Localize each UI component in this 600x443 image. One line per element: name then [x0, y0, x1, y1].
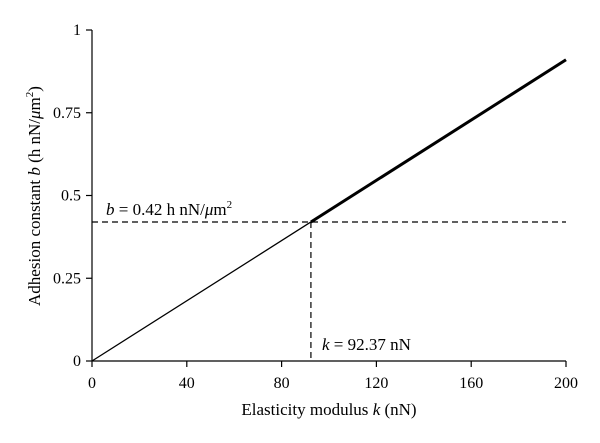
series-lines — [91, 58, 567, 362]
x-tick-label: 120 — [364, 375, 388, 392]
y-tick-label: 1 — [73, 22, 81, 39]
x-ticks: 0 40 80 120 160 200 — [88, 361, 578, 392]
x-tick-label: 200 — [554, 375, 578, 392]
y-ticks: 0 0.25 0.5 0.75 1 — [53, 22, 92, 370]
x-tick-label: 40 — [179, 375, 195, 392]
x-tick-label: 80 — [274, 375, 290, 392]
annotation-b: b = 0.42 h nN/μm2 — [106, 199, 232, 219]
x-tick-label: 0 — [88, 375, 96, 392]
annotation-k: k = 92.37 nN — [322, 335, 411, 354]
y-tick-label: 0 — [73, 353, 81, 370]
y-tick-label: 0.5 — [61, 188, 81, 205]
x-tick-label: 160 — [459, 375, 483, 392]
plot-area: 0 40 80 120 160 200 0 0.25 0.5 0.75 1 — [53, 22, 578, 392]
y-axis-title: Adhesion constant b (h nN/μm2) — [24, 86, 44, 306]
x-axis-title: Elasticity modulus k (nN) — [241, 400, 416, 419]
series-line-thick — [310, 58, 567, 224]
y-tick-label: 0.75 — [53, 105, 81, 122]
series-line-thin — [91, 221, 312, 362]
y-tick-label: 0.25 — [53, 270, 81, 287]
